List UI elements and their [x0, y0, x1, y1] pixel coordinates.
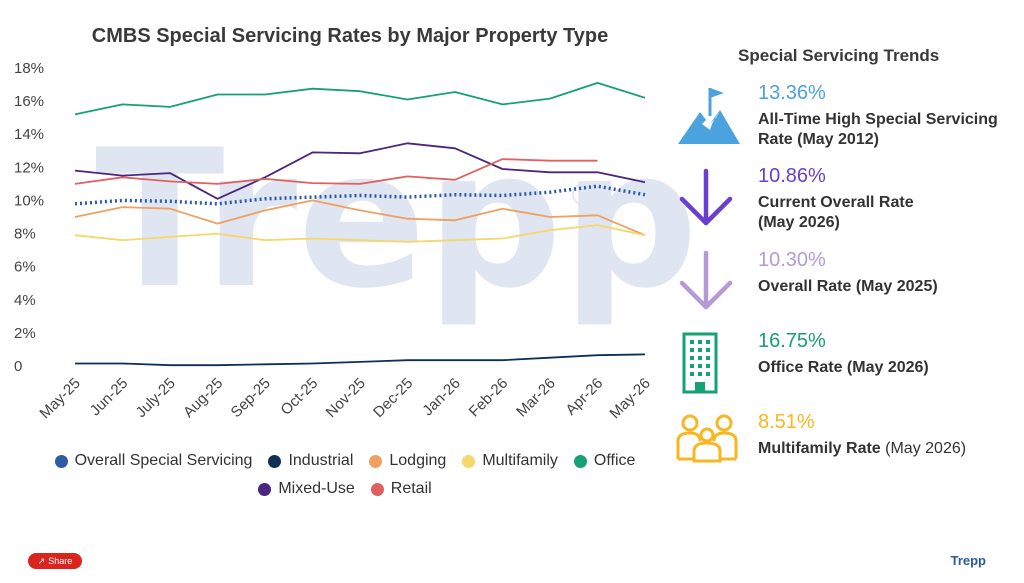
- legend-label: Mixed-Use: [278, 480, 355, 497]
- arrow-down-icon: [679, 168, 733, 226]
- legend-label: Retail: [390, 480, 432, 497]
- x-tick-label: July-25: [133, 375, 179, 421]
- trend-label-date: (May 2026): [846, 359, 929, 376]
- share-label: Share: [48, 556, 73, 566]
- series-line-office: [74, 82, 646, 116]
- trend-value: 16.75%: [758, 330, 826, 352]
- family-icon: [676, 414, 738, 463]
- trend-value: 10.86%: [758, 165, 826, 187]
- series-line-overall-special-servicing: [74, 184, 646, 206]
- trend-label-date: (May 2026): [758, 214, 840, 231]
- series-line-mixed-use: [74, 142, 646, 200]
- share-button[interactable]: ↗ Share: [28, 553, 82, 569]
- x-tick-label: Apr-26: [562, 375, 606, 419]
- trend-all-time-high: 13.36% All-Time High Special Servicing R…: [676, 82, 1016, 162]
- legend-label: Industrial: [288, 452, 354, 469]
- y-tick-label: 16%: [14, 93, 44, 110]
- legend-item-lodging[interactable]: Lodging: [369, 452, 446, 470]
- trend-current-overall: 10.86% Current Overall Rate (May 2026): [676, 165, 1016, 245]
- y-tick-label: 6%: [14, 259, 36, 276]
- y-tick-label: 0: [14, 358, 22, 375]
- x-tick-label: Dec-25: [370, 375, 416, 421]
- legend-marker: [54, 454, 68, 468]
- office-building-icon: [682, 332, 718, 394]
- mountain-flag-icon: [678, 88, 740, 144]
- legend-row-1: Overall Special Servicing Industrial Lod…: [0, 452, 690, 470]
- legend-item-industrial[interactable]: Industrial: [268, 452, 353, 470]
- watermark-text: Trepp: [95, 109, 690, 330]
- y-tick-label: 2%: [14, 325, 36, 342]
- legend-label: Overall Special Servicing: [74, 452, 253, 469]
- series-line-industrial: [75, 353, 646, 367]
- legend-marker: [462, 454, 476, 468]
- legend-item-retail[interactable]: Retail: [370, 480, 432, 498]
- legend-label: Lodging: [389, 452, 447, 469]
- trend-value: 8.51%: [758, 411, 815, 433]
- trend-label-date: (May 2025): [855, 278, 938, 295]
- trend-label: All-Time High Special Servicing Rate (Ma…: [758, 111, 998, 148]
- x-tick-label: Aug-25: [180, 375, 226, 421]
- trend-label-date: (May 2026): [885, 440, 967, 457]
- watermark-registered-mark: ®: [568, 178, 598, 213]
- x-tick-label: Oct-25: [277, 375, 321, 419]
- chart-title: CMBS Special Servicing Rates by Major Pr…: [92, 25, 608, 47]
- trepp-watermark: Trepp ®: [95, 109, 690, 330]
- trend-label-main: Multifamily Rate: [758, 440, 881, 457]
- x-tick-label: Jan-26: [419, 375, 463, 419]
- legend-marker: [258, 482, 272, 496]
- x-axis: May-25 Jun-25 July-25 Aug-25 Sep-25 Oct-25 Nov…: [36, 375, 653, 422]
- y-tick-label: 4%: [14, 292, 36, 309]
- trend-label-main: Overall Rate: [758, 278, 852, 295]
- legend-marker: [268, 454, 282, 468]
- legend-marker: [369, 454, 383, 468]
- x-tick-label: May-25: [36, 375, 83, 422]
- trend-value: 10.30%: [758, 249, 826, 271]
- trend-overall-prior: 10.30% Overall Rate (May 2025): [676, 249, 1016, 329]
- y-tick-label: 10%: [14, 192, 44, 209]
- legend-row-2: Mixed-Use Retail: [0, 480, 690, 498]
- x-tick-label: Nov-25: [323, 375, 369, 421]
- legend-item-mixed-use[interactable]: Mixed-Use: [258, 480, 355, 498]
- legend-item-overall[interactable]: Overall Special Servicing: [54, 452, 253, 470]
- legend-label: Office: [593, 452, 636, 469]
- y-tick-label: 12%: [14, 159, 44, 176]
- series-line-multifamily: [74, 224, 646, 243]
- share-icon: ↗: [37, 555, 46, 566]
- y-axis: 0 2% 4% 6% 8% 10% 12% 14% 16% 18%: [14, 60, 44, 375]
- series-line-lodging: [74, 199, 646, 237]
- trend-label: Current Overall Rate (May 2026): [758, 193, 1018, 233]
- trends-panel-title: Special Servicing Trends: [738, 46, 940, 65]
- legend-marker: [573, 454, 587, 468]
- legend-item-multifamily[interactable]: Multifamily: [462, 452, 558, 470]
- x-tick-label: May-26: [606, 375, 653, 422]
- trend-value: 13.36%: [758, 82, 826, 104]
- x-tick-label: Feb-26: [466, 375, 512, 421]
- chart-legend: Overall Special Servicing Industrial Lod…: [0, 452, 690, 508]
- trend-label-main: Current Overall Rate: [758, 194, 914, 211]
- trend-label: Multifamily Rate (May 2026): [758, 439, 1018, 459]
- x-tick-label: Sep-25: [228, 375, 274, 421]
- trend-office: 16.75% Office Rate (May 2026): [676, 330, 1016, 410]
- trend-label: Overall Rate (May 2025): [758, 277, 1018, 297]
- legend-item-office[interactable]: Office: [573, 452, 636, 470]
- trend-label: Office Rate (May 2026): [758, 358, 1018, 378]
- series-line-retail: [74, 158, 598, 185]
- series-lines: [74, 82, 646, 367]
- y-tick-label: 8%: [14, 226, 36, 243]
- x-tick-label: Mar-26: [513, 375, 559, 421]
- line-chart: CMBS Special Servicing Rates by Major Pr…: [14, 25, 690, 422]
- x-tick-label: Jun-25: [87, 375, 131, 419]
- trend-multifamily: 8.51% Multifamily Rate (May 2026): [676, 411, 1016, 491]
- legend-label: Multifamily: [482, 452, 558, 469]
- y-tick-label: 18%: [14, 60, 44, 77]
- trepp-logo: Trepp: [950, 553, 986, 568]
- trend-label-main: Office Rate: [758, 359, 843, 376]
- y-tick-label: 14%: [14, 126, 44, 143]
- arrow-down-light-icon: [679, 250, 733, 310]
- legend-marker: [370, 482, 384, 496]
